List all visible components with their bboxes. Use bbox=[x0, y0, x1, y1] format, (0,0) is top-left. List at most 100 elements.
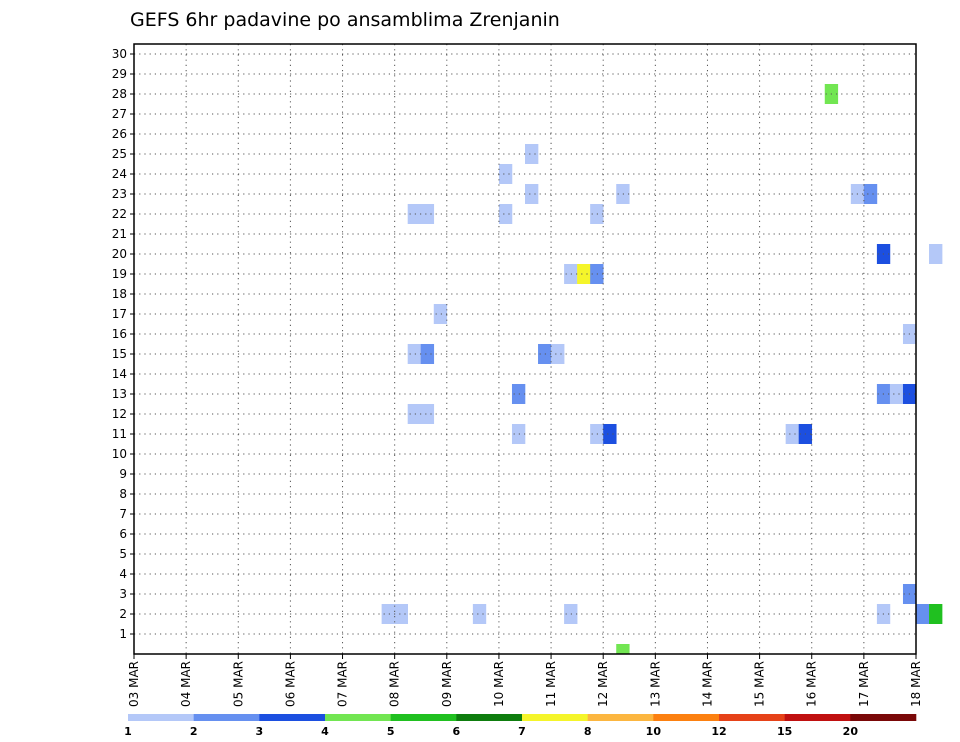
y-tick-label: 16 bbox=[112, 327, 127, 341]
precip-cell bbox=[407, 404, 422, 424]
legend-label: 6 bbox=[453, 725, 461, 738]
precip-cell bbox=[863, 184, 878, 204]
legend-label: 4 bbox=[321, 725, 329, 738]
y-tick-label: 10 bbox=[112, 447, 127, 461]
plot-frame bbox=[133, 43, 917, 655]
y-tick-label: 3 bbox=[119, 587, 127, 601]
x-tick-label: 07 MAR bbox=[336, 661, 350, 707]
x-tick-label: 12 MAR bbox=[596, 661, 610, 707]
legend-label: 8 bbox=[584, 725, 592, 738]
x-tick-label: 04 MAR bbox=[179, 661, 193, 707]
legend-label: 7 bbox=[518, 725, 526, 738]
y-tick-label: 26 bbox=[112, 127, 127, 141]
x-tick-label: 03 MAR bbox=[127, 661, 141, 707]
precip-cell bbox=[407, 204, 422, 224]
y-tick-label: 2 bbox=[119, 607, 127, 621]
legend-swatch bbox=[653, 714, 720, 721]
precip-cell bbox=[929, 604, 943, 624]
precip-cell bbox=[511, 424, 526, 444]
precip-cell bbox=[525, 184, 539, 204]
legend-label: 3 bbox=[256, 725, 264, 738]
precip-cell bbox=[564, 264, 578, 284]
legend-label: 1 bbox=[124, 725, 132, 738]
legend-swatch bbox=[259, 714, 326, 721]
legend-swatch bbox=[456, 714, 523, 721]
y-tick-label: 30 bbox=[112, 47, 127, 61]
legend-swatch bbox=[850, 714, 917, 721]
x-tick-label: 08 MAR bbox=[388, 661, 402, 707]
y-tick-label: 27 bbox=[112, 107, 127, 121]
y-tick-label: 14 bbox=[112, 367, 127, 381]
chart-title: GEFS 6hr padavine po ansamblima Zrenjani… bbox=[130, 9, 560, 31]
y-tick-label: 8 bbox=[119, 487, 127, 501]
precip-cell bbox=[433, 304, 448, 324]
precip-cell bbox=[381, 604, 395, 624]
legend-swatch bbox=[390, 714, 457, 721]
precip-cell bbox=[616, 644, 630, 654]
legend-label: 20 bbox=[843, 725, 859, 738]
y-tick-label: 4 bbox=[119, 567, 127, 581]
y-tick-label: 18 bbox=[112, 287, 127, 301]
y-tick-label: 28 bbox=[112, 87, 127, 101]
x-tick-label: 11 MAR bbox=[544, 661, 558, 707]
y-tick-label: 23 bbox=[112, 187, 127, 201]
y-tick-label: 15 bbox=[112, 347, 127, 361]
y-tick-label: 19 bbox=[112, 267, 127, 281]
y-tick-label: 5 bbox=[119, 547, 127, 561]
precip-cell bbox=[785, 424, 799, 444]
precip-cell bbox=[498, 204, 513, 224]
precip-cell bbox=[538, 344, 552, 364]
x-tick-label: 17 MAR bbox=[857, 661, 871, 707]
precip-cell bbox=[525, 144, 539, 164]
legend-label: 5 bbox=[387, 725, 395, 738]
y-tick-label: 6 bbox=[119, 527, 127, 541]
legend-label: 12 bbox=[711, 725, 726, 738]
y-tick-label: 22 bbox=[112, 207, 127, 221]
y-tick-label: 12 bbox=[112, 407, 127, 421]
x-tick-label: 09 MAR bbox=[440, 661, 454, 707]
precip-cell bbox=[511, 384, 526, 404]
legend-swatch bbox=[719, 714, 785, 721]
x-tick-label: 05 MAR bbox=[231, 661, 245, 707]
x-tick-label: 18 MAR bbox=[909, 661, 923, 707]
x-tick-label: 06 MAR bbox=[283, 661, 297, 707]
precip-cell bbox=[889, 384, 904, 404]
precip-cell bbox=[929, 244, 943, 264]
legend-swatch bbox=[128, 714, 194, 721]
x-tick-label: 14 MAR bbox=[700, 661, 714, 707]
precip-cell bbox=[394, 604, 408, 624]
precip-cell bbox=[420, 344, 435, 364]
y-tick-label: 20 bbox=[112, 247, 127, 261]
precip-cell bbox=[577, 264, 591, 284]
y-tick-label: 9 bbox=[119, 467, 127, 481]
legend-swatch bbox=[193, 714, 260, 721]
precip-cell bbox=[420, 204, 435, 224]
y-tick-label: 29 bbox=[112, 67, 127, 81]
legend-swatch bbox=[587, 714, 654, 721]
x-tick-label: 13 MAR bbox=[648, 661, 662, 707]
precip-cell bbox=[916, 604, 930, 624]
precip-cell bbox=[498, 164, 513, 184]
legend-label: 10 bbox=[646, 725, 662, 738]
y-tick-label: 11 bbox=[112, 427, 127, 441]
precip-cell bbox=[472, 604, 487, 624]
y-tick-label: 24 bbox=[112, 167, 127, 181]
precip-cell bbox=[564, 604, 578, 624]
x-tick-label: 15 MAR bbox=[753, 661, 767, 707]
y-tick-label: 7 bbox=[119, 507, 127, 521]
x-tick-label: 10 MAR bbox=[492, 661, 506, 707]
precip-cell bbox=[551, 344, 565, 364]
precip-cell bbox=[420, 404, 435, 424]
y-tick-label: 17 bbox=[112, 307, 127, 321]
precip-cell bbox=[603, 424, 617, 444]
x-tick-label: 16 MAR bbox=[805, 661, 819, 707]
legend-label: 2 bbox=[190, 725, 198, 738]
y-tick-label: 1 bbox=[119, 627, 127, 641]
legend-swatch bbox=[522, 714, 588, 721]
y-tick-label: 21 bbox=[112, 227, 127, 241]
legend-swatch bbox=[325, 714, 391, 721]
precip-cell bbox=[407, 344, 422, 364]
y-tick-label: 13 bbox=[112, 387, 127, 401]
